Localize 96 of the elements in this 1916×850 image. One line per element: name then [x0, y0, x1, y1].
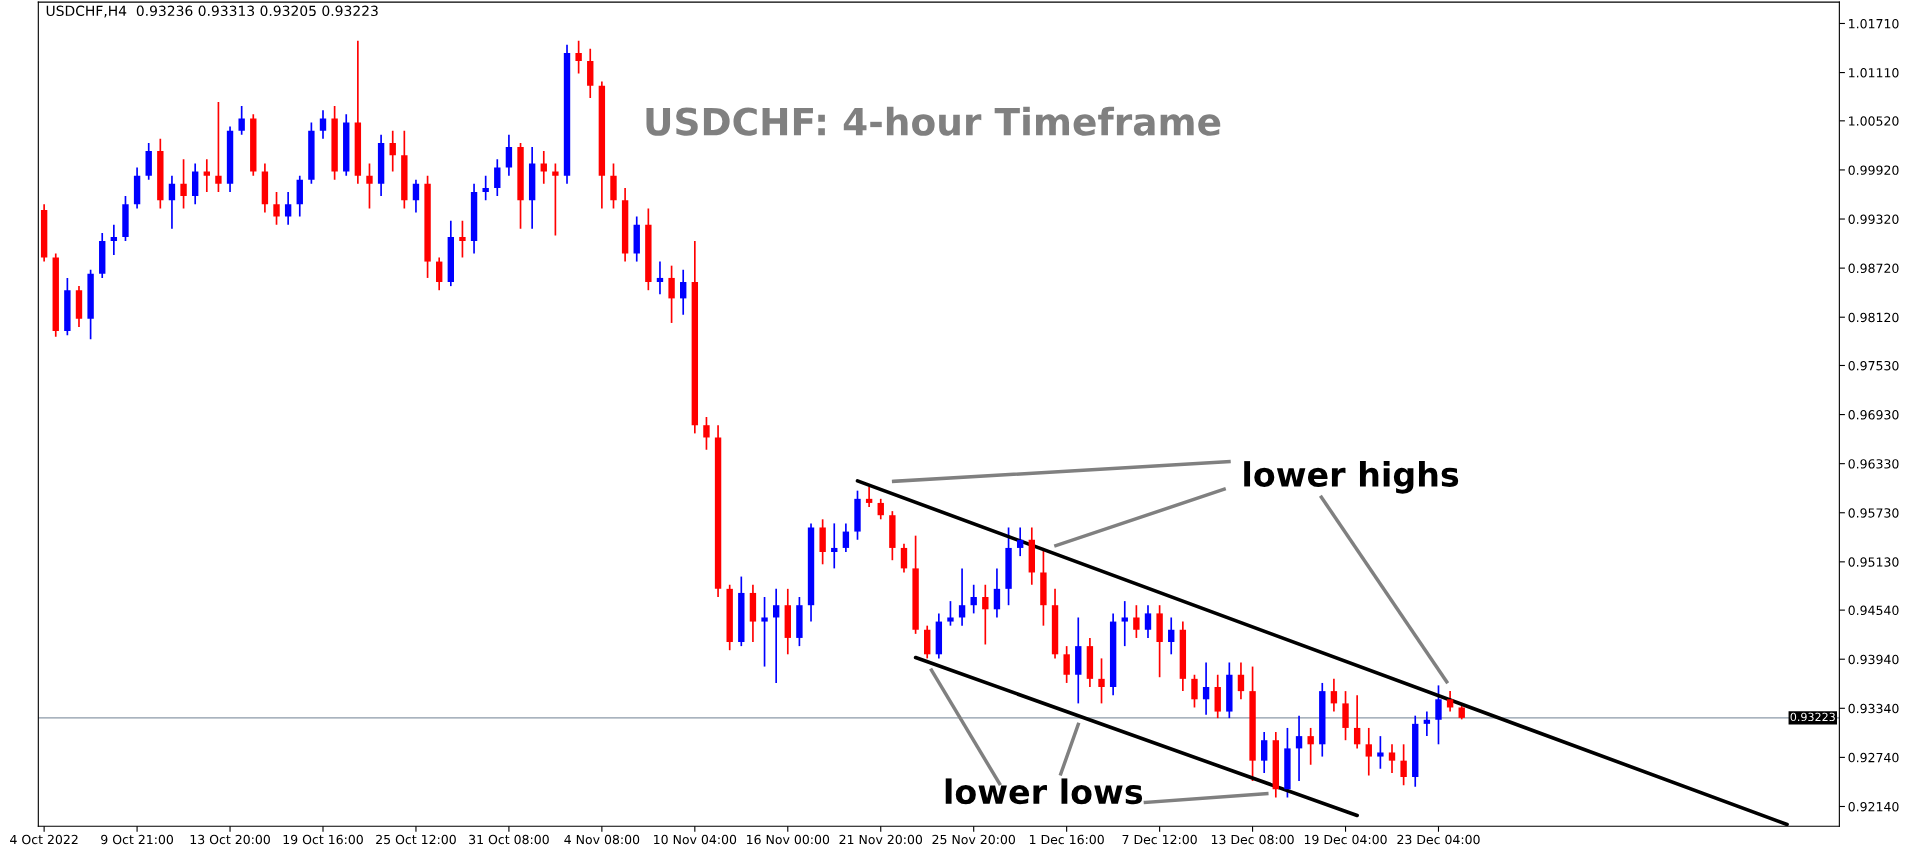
candlestick — [900, 543, 908, 574]
y-tick-label: 0.95730 — [1848, 508, 1899, 518]
candlestick — [389, 129, 396, 173]
candlestick — [947, 600, 954, 627]
candlestick — [540, 150, 547, 185]
x-tick-label: 13 Oct 20:00 — [190, 834, 270, 845]
y-tick-label: 0.98720 — [1848, 263, 1899, 274]
y-tick-label: 1.00520 — [1849, 116, 1899, 126]
x-tick-label: 4 Nov 08:00 — [564, 834, 640, 845]
candlestick — [1133, 604, 1140, 639]
candlestick — [319, 109, 327, 140]
candlestick — [1260, 731, 1268, 774]
y-tick-label: 0.96930 — [1848, 410, 1899, 420]
y-tick-label: 1.01710 — [1849, 18, 1899, 29]
candlestick — [1144, 604, 1152, 639]
candlestick — [668, 264, 675, 324]
y-tick-label: 0.94540 — [1848, 605, 1899, 616]
candlestick — [865, 485, 873, 508]
ref-line-label: 0.93223 — [1790, 712, 1835, 722]
candlestick — [1098, 657, 1105, 705]
candlestick — [680, 268, 687, 316]
candlestick — [1446, 690, 1454, 713]
x-tick-label: 10 Nov 04:00 — [654, 834, 737, 845]
candlestick — [1063, 645, 1070, 684]
candlestick — [970, 583, 977, 615]
candlestick — [1400, 743, 1407, 787]
candlestick — [1295, 714, 1303, 782]
candlestick — [831, 522, 838, 570]
y-tick-label: 0.93940 — [1848, 654, 1899, 665]
candlestick — [1365, 727, 1372, 777]
candlestick — [1353, 694, 1361, 750]
x-tick-label: 7 Dec 12:00 — [1122, 834, 1197, 845]
candlestick — [1016, 526, 1024, 557]
annotation: lower lows — [945, 778, 1143, 805]
candlestick — [505, 133, 513, 177]
candlestick — [482, 174, 489, 202]
candlestick — [273, 191, 280, 226]
candlestick — [1202, 661, 1210, 716]
candlestick — [958, 567, 966, 627]
x-tick-label: 19 Dec 04:00 — [1304, 834, 1387, 845]
candlestick — [412, 178, 420, 214]
y-tick-label: 0.97530 — [1848, 360, 1899, 371]
candlestick — [1191, 673, 1198, 709]
candlestick — [215, 101, 222, 193]
candlestick — [1121, 600, 1128, 647]
annotation: USDCHF,H4 0.93236 0.93313 0.93205 0.93223 — [46, 5, 378, 18]
x-tick-label: 25 Nov 20:00 — [932, 834, 1015, 845]
candlestick — [1435, 684, 1442, 746]
candlestick — [110, 223, 118, 256]
candlestick — [982, 583, 989, 646]
candlestick — [436, 256, 443, 292]
x-tick-label: 9 Oct 21:00 — [101, 834, 174, 845]
candlestick — [494, 158, 501, 197]
candlestick — [1388, 743, 1396, 774]
x-tick-label: 31 Oct 08:00 — [469, 834, 549, 845]
y-tick-label: 1.01110 — [1849, 68, 1899, 78]
candlestick — [761, 596, 768, 668]
x-tick-label: 1 Dec 16:00 — [1029, 834, 1104, 845]
y-tick-label: 0.99320 — [1848, 214, 1899, 224]
candlestick — [1237, 661, 1245, 701]
annotation: lower highs — [1244, 461, 1459, 494]
candlestick — [877, 498, 884, 521]
candlestick — [1168, 616, 1175, 656]
candlestick — [180, 158, 187, 210]
x-tick-label: 21 Nov 20:00 — [839, 834, 923, 845]
x-tick-label: 13 Dec 08:00 — [1211, 834, 1294, 845]
text: USDCHF: 4-hour Timeframe — [646, 106, 1221, 136]
candlestick — [575, 39, 582, 75]
candlestick — [168, 174, 176, 230]
x-tick-label: 16 Nov 00:00 — [747, 834, 830, 845]
candlestick — [552, 162, 559, 237]
candlestick — [284, 191, 292, 226]
y-tick-label: 0.95130 — [1848, 557, 1899, 567]
y-tick-label: 0.92740 — [1848, 752, 1899, 763]
candlestick — [772, 588, 780, 684]
candlestick — [1423, 710, 1431, 737]
y-tick-label: 0.98120 — [1848, 312, 1899, 323]
y-tick-label: 0.92140 — [1848, 801, 1899, 812]
candlestick — [993, 567, 1001, 619]
x-tick-label: 4 Oct 2022 — [10, 834, 78, 845]
candlestick — [1330, 678, 1338, 713]
candlestick — [842, 522, 850, 553]
candlestick — [656, 260, 664, 296]
candlestick — [459, 219, 466, 259]
candlestick — [366, 162, 373, 210]
x-tick-label: 19 Oct 16:00 — [283, 834, 363, 845]
candlestick — [703, 416, 710, 451]
candlestick — [1307, 727, 1314, 766]
candlestick — [203, 158, 210, 193]
candlestick — [1377, 735, 1384, 770]
candlestick — [238, 105, 245, 136]
y-tick-label: 0.96330 — [1848, 459, 1899, 469]
y-tick-label: 0.99920 — [1848, 165, 1899, 175]
y-tick-label: 0.93340 — [1848, 703, 1899, 714]
x-tick-label: 25 Oct 12:00 — [376, 834, 456, 845]
x-tick-label: 23 Dec 04:00 — [1397, 834, 1480, 845]
